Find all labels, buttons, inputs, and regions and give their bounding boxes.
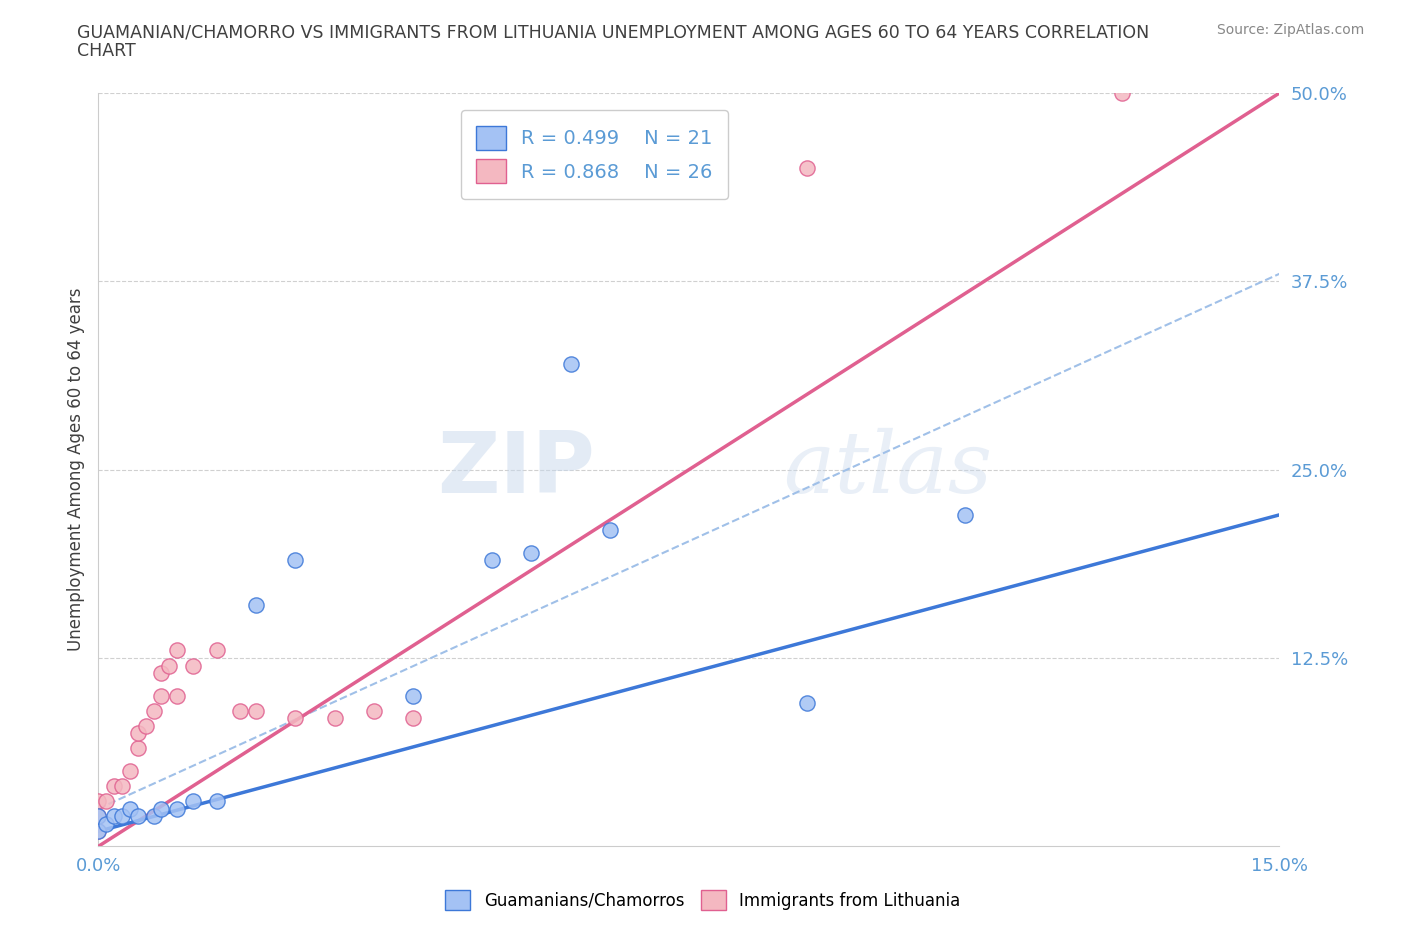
Point bbox=[402, 711, 425, 725]
Point bbox=[111, 809, 134, 824]
Point bbox=[284, 711, 307, 725]
Point bbox=[245, 598, 267, 613]
Point bbox=[284, 552, 307, 567]
Point bbox=[127, 726, 149, 741]
Point bbox=[87, 824, 110, 839]
Point bbox=[181, 658, 204, 673]
Text: atlas: atlas bbox=[783, 429, 993, 511]
Point bbox=[142, 809, 165, 824]
Point bbox=[87, 809, 110, 824]
Point bbox=[229, 703, 252, 718]
Point bbox=[1111, 86, 1133, 100]
Text: GUAMANIAN/CHAMORRO VS IMMIGRANTS FROM LITHUANIA UNEMPLOYMENT AMONG AGES 60 TO 64: GUAMANIAN/CHAMORRO VS IMMIGRANTS FROM LI… bbox=[77, 23, 1150, 41]
Point bbox=[560, 357, 582, 372]
Point bbox=[87, 793, 110, 808]
Point bbox=[402, 688, 425, 703]
Point bbox=[363, 703, 385, 718]
Point bbox=[103, 809, 125, 824]
Point bbox=[166, 802, 188, 817]
Point bbox=[481, 552, 503, 567]
Text: CHART: CHART bbox=[77, 42, 136, 60]
Point bbox=[796, 161, 818, 176]
Point bbox=[245, 703, 267, 718]
Point bbox=[205, 643, 228, 658]
Point bbox=[796, 696, 818, 711]
Point bbox=[953, 508, 976, 523]
Text: Source: ZipAtlas.com: Source: ZipAtlas.com bbox=[1216, 23, 1364, 37]
Point bbox=[181, 793, 204, 808]
Legend: R = 0.499    N = 21, R = 0.868    N = 26: R = 0.499 N = 21, R = 0.868 N = 26 bbox=[461, 111, 728, 198]
Point bbox=[166, 688, 188, 703]
Point bbox=[142, 703, 165, 718]
Point bbox=[127, 809, 149, 824]
Point bbox=[103, 778, 125, 793]
Point bbox=[118, 764, 141, 778]
Point bbox=[87, 809, 110, 824]
Point bbox=[127, 741, 149, 756]
Y-axis label: Unemployment Among Ages 60 to 64 years: Unemployment Among Ages 60 to 64 years bbox=[66, 288, 84, 651]
Point bbox=[520, 545, 543, 560]
Point bbox=[166, 643, 188, 658]
Point bbox=[118, 802, 141, 817]
Point bbox=[150, 802, 173, 817]
Point bbox=[87, 824, 110, 839]
Point bbox=[96, 793, 118, 808]
Point bbox=[135, 718, 157, 733]
Point bbox=[205, 793, 228, 808]
Point bbox=[150, 688, 173, 703]
Legend: Guamanians/Chamorros, Immigrants from Lithuania: Guamanians/Chamorros, Immigrants from Li… bbox=[439, 884, 967, 917]
Point bbox=[157, 658, 180, 673]
Point bbox=[96, 817, 118, 831]
Text: ZIP: ZIP bbox=[437, 428, 595, 512]
Point bbox=[323, 711, 346, 725]
Point bbox=[150, 666, 173, 681]
Point bbox=[599, 523, 621, 538]
Point bbox=[111, 778, 134, 793]
